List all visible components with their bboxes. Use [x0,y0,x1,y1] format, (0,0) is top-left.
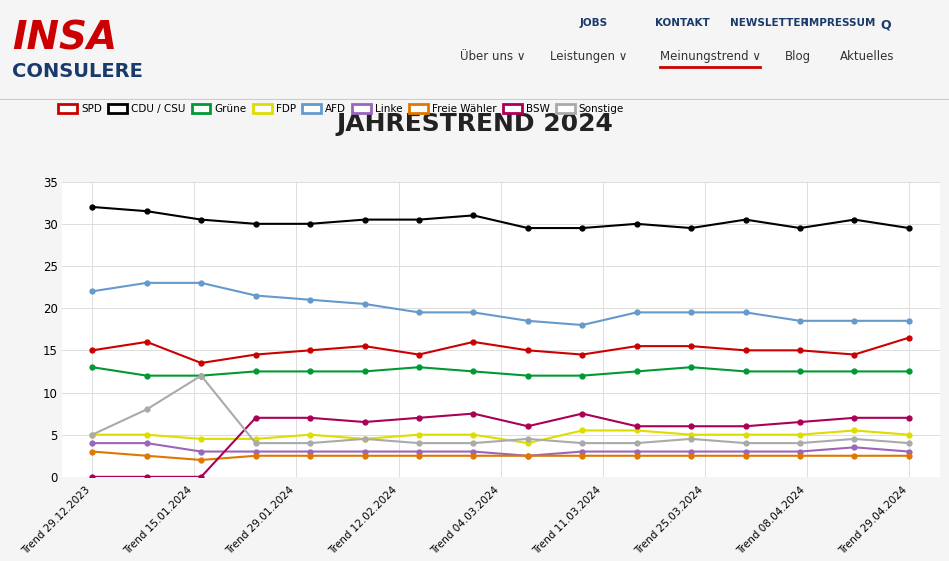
Text: INSA: INSA [12,20,117,58]
Text: NEWSLETTER: NEWSLETTER [730,18,809,28]
Text: Meinungstrend ∨: Meinungstrend ∨ [660,50,761,63]
Text: JAHRESTREND 2024: JAHRESTREND 2024 [336,112,613,136]
Text: Blog: Blog [785,50,811,63]
Text: KONTAKT: KONTAKT [655,18,710,28]
Text: Leistungen ∨: Leistungen ∨ [550,50,627,63]
Legend: SPD, CDU / CSU, Grüne, FDP, AFD, Linke, Freie Wähler, BSW, Sonstige: SPD, CDU / CSU, Grüne, FDP, AFD, Linke, … [58,104,624,114]
Text: Über uns ∨: Über uns ∨ [460,50,526,63]
Text: CONSULERE: CONSULERE [12,62,143,81]
Text: Aktuelles: Aktuelles [840,50,895,63]
Text: Q: Q [880,18,890,31]
Text: JOBS: JOBS [580,18,608,28]
Text: IMPRESSUM: IMPRESSUM [805,18,875,28]
